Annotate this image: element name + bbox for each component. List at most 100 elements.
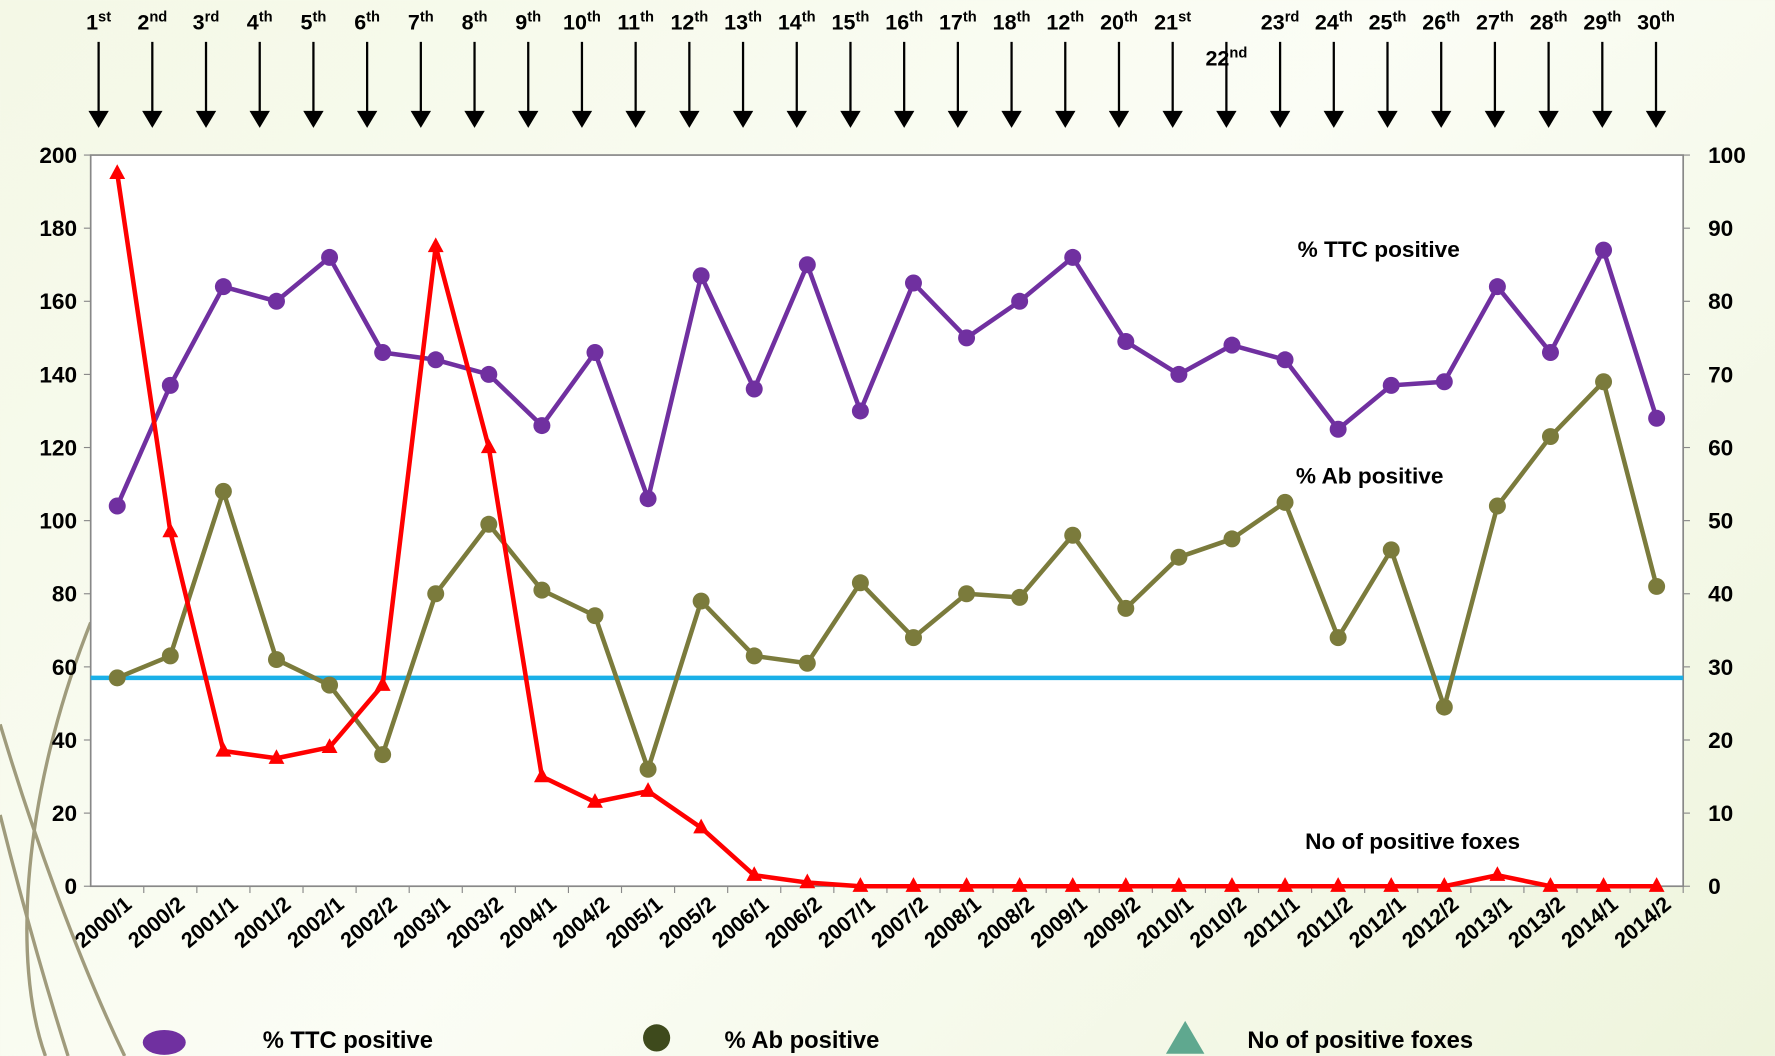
x-tick-label: 2006/1 bbox=[707, 892, 773, 953]
campaign-suffix: th bbox=[1607, 10, 1621, 26]
x-tick-label: 2000/2 bbox=[124, 892, 190, 953]
data-point bbox=[1064, 877, 1081, 892]
data-point bbox=[851, 402, 869, 420]
y2-tick-label: 90 bbox=[1708, 216, 1733, 241]
campaign-arrowhead bbox=[893, 110, 915, 128]
campaign-suffix: th bbox=[259, 10, 273, 26]
campaign-number: 15 bbox=[832, 10, 856, 34]
data-point bbox=[109, 164, 126, 179]
y2-tick-label: 70 bbox=[1708, 362, 1733, 387]
y-tick-label: 20 bbox=[52, 801, 77, 826]
campaign-number: 24 bbox=[1315, 10, 1339, 34]
campaign-suffix: th bbox=[802, 10, 816, 26]
data-point bbox=[958, 877, 975, 892]
data-point bbox=[1224, 877, 1240, 892]
decoration bbox=[0, 621, 127, 1056]
campaign-suffix: rd bbox=[1285, 10, 1300, 26]
campaign-arrowhead bbox=[1001, 110, 1022, 128]
x-tick-label: 2002/1 bbox=[283, 892, 349, 953]
x-tick-label: 2012/1 bbox=[1344, 892, 1410, 953]
y2-tick-label: 40 bbox=[1708, 582, 1733, 607]
x-tick-label: 2004/2 bbox=[548, 892, 614, 953]
campaign-suffix: th bbox=[1446, 10, 1460, 26]
legend-label: % TTC positive bbox=[263, 1027, 433, 1054]
campaign-label: 23rd bbox=[1261, 10, 1300, 35]
data-point bbox=[427, 237, 444, 253]
campaign-label: 25th bbox=[1369, 10, 1407, 35]
campaign-arrowhead bbox=[249, 110, 270, 128]
campaign-arrowhead bbox=[356, 110, 378, 128]
campaign-label: 11th bbox=[617, 10, 654, 35]
data-point bbox=[746, 866, 763, 881]
campaign-label: 6th bbox=[354, 10, 380, 35]
data-point bbox=[480, 438, 497, 454]
data-point bbox=[905, 877, 922, 892]
x-tick-label: 2014/2 bbox=[1610, 892, 1676, 953]
campaign-number: 5 bbox=[300, 10, 312, 34]
data-point bbox=[1276, 493, 1294, 511]
y-tick-label: 140 bbox=[39, 362, 77, 387]
x-tick-label: 2009/2 bbox=[1079, 892, 1145, 953]
data-point bbox=[1330, 877, 1347, 892]
data-point bbox=[851, 574, 869, 592]
y-tick-label: 0 bbox=[65, 874, 78, 899]
data-point bbox=[374, 746, 392, 764]
data-point bbox=[1117, 877, 1134, 892]
y2-tick-label: 100 bbox=[1708, 143, 1746, 168]
campaign-suffix: th bbox=[1124, 10, 1138, 26]
data-point bbox=[1382, 376, 1400, 394]
campaign-label: 5th bbox=[300, 10, 326, 35]
campaign-number: 4 bbox=[247, 10, 259, 34]
data-point bbox=[480, 515, 498, 533]
data-point bbox=[1170, 877, 1187, 892]
campaign-number: 8 bbox=[462, 10, 474, 34]
data-point bbox=[1223, 530, 1241, 548]
y2-tick-label: 30 bbox=[1708, 655, 1733, 680]
x-tick-label: 2001/2 bbox=[230, 892, 296, 953]
campaign-label: 15th bbox=[832, 10, 870, 35]
data-point bbox=[533, 767, 550, 783]
data-point bbox=[639, 760, 657, 778]
campaign-suffix: th bbox=[748, 10, 762, 26]
data-point bbox=[1595, 877, 1612, 892]
campaign-label: 14th bbox=[778, 10, 816, 35]
campaign-arrowhead bbox=[786, 110, 807, 128]
data-point bbox=[161, 376, 179, 394]
y-tick-label: 80 bbox=[52, 582, 77, 607]
campaign-number: 11 bbox=[617, 10, 640, 34]
campaign-label: 27th bbox=[1476, 10, 1514, 35]
data-point bbox=[108, 669, 126, 687]
data-point bbox=[852, 877, 869, 892]
campaign-label: 29th bbox=[1583, 10, 1621, 35]
data-point bbox=[958, 585, 976, 603]
data-point bbox=[1541, 343, 1559, 361]
x-tick-label: 2004/1 bbox=[495, 892, 561, 953]
campaign-number: 22 bbox=[1205, 47, 1229, 71]
decor-curve bbox=[25, 621, 93, 1056]
y2-tick-label: 10 bbox=[1708, 801, 1733, 826]
data-point bbox=[798, 256, 816, 274]
data-point bbox=[1117, 599, 1135, 617]
data-point bbox=[1064, 248, 1082, 266]
campaign-label: 2nd bbox=[137, 10, 167, 35]
data-point bbox=[374, 343, 392, 361]
x-tick-label: 2013/2 bbox=[1504, 892, 1570, 953]
campaign-arrowhead bbox=[1377, 110, 1398, 128]
campaign-number: 18 bbox=[993, 10, 1017, 34]
series-line bbox=[115, 247, 1659, 507]
campaign-number: 12 bbox=[670, 10, 694, 34]
campaign-arrowhead bbox=[732, 110, 754, 128]
x-tick-label: 2009/1 bbox=[1026, 892, 1092, 953]
data-point bbox=[1488, 497, 1506, 515]
data-point bbox=[587, 793, 603, 808]
campaign-suffix: th bbox=[1661, 10, 1675, 26]
campaign-arrowhead bbox=[625, 110, 646, 128]
campaign-arrowhead bbox=[1323, 110, 1344, 128]
campaign-label: 12th bbox=[1046, 10, 1084, 35]
campaign-suffix: th bbox=[366, 10, 380, 26]
data-point bbox=[1011, 588, 1029, 606]
legend-label: No of positive foxes bbox=[1247, 1027, 1473, 1054]
y2-tick-label: 0 bbox=[1708, 874, 1721, 899]
x-tick-label: 2012/2 bbox=[1398, 892, 1464, 953]
x-tick-label: 2008/1 bbox=[920, 892, 986, 953]
